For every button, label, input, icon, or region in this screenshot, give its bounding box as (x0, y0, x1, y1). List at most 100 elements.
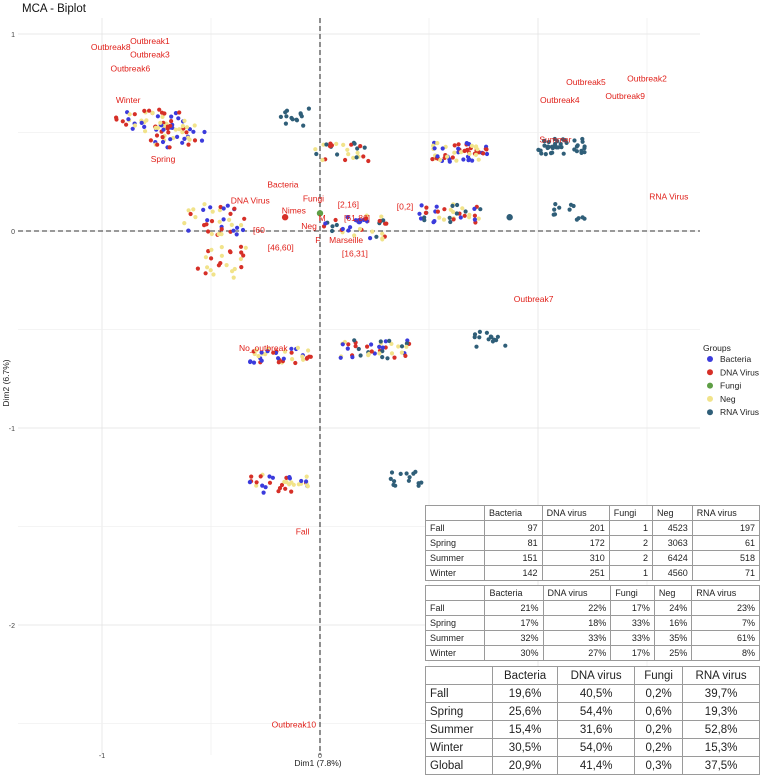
data-point (289, 489, 294, 494)
data-point (330, 228, 335, 234)
data-point (435, 209, 440, 214)
data-point (455, 202, 460, 208)
data-point (192, 123, 197, 128)
table-cell: 18% (542, 615, 612, 631)
data-point (260, 483, 265, 488)
data-point (441, 217, 447, 222)
data-point (144, 118, 149, 123)
data-point (440, 146, 445, 151)
data-point (271, 350, 276, 355)
data-point (124, 122, 129, 127)
table-cell: 0,6% (633, 702, 684, 721)
data-point (477, 335, 482, 340)
data-point (357, 226, 363, 232)
data-point (575, 143, 580, 148)
data-point (177, 127, 182, 132)
data-point (191, 207, 196, 212)
data-point (219, 227, 224, 232)
legend-title: Groups (703, 343, 731, 353)
data-point (188, 211, 193, 217)
data-point (418, 216, 424, 221)
legend-swatch (707, 395, 713, 402)
data-point (461, 157, 466, 162)
data-point (372, 351, 377, 356)
data-point (259, 358, 264, 363)
legend-swatch (707, 356, 713, 362)
data-point (374, 234, 379, 239)
data-point (230, 269, 235, 274)
data-point (430, 157, 435, 162)
data-point (241, 253, 246, 258)
table-header-row: Bacteria DNA virus Fungi Neg RNA virus (425, 505, 761, 521)
data-point (202, 129, 207, 135)
data-point (209, 231, 214, 237)
annotation-label: [16,31] (342, 249, 368, 259)
data-point (304, 474, 309, 479)
data-point (293, 360, 298, 366)
annotation-label: Nimes (282, 205, 306, 215)
data-point (224, 263, 229, 268)
data-point (209, 247, 214, 252)
data-point (210, 209, 215, 214)
data-point (143, 129, 148, 134)
table-cell: 2 (608, 535, 653, 551)
data-point (481, 151, 486, 156)
table-header-row: Bacteria DNA virus Fungi RNA virus (425, 666, 760, 685)
data-point (306, 106, 311, 111)
data-point (180, 123, 185, 129)
y-axis-label: Dim2 (6.7%) (1, 359, 11, 406)
data-point (478, 207, 483, 212)
table-cell: Bacteria (483, 505, 543, 521)
data-point (206, 249, 211, 254)
data-point (447, 159, 452, 164)
table-cell: RNA virus (691, 505, 761, 521)
table-row: Fall 97 201 1 4523 197 (425, 520, 761, 536)
data-point (184, 130, 189, 135)
table-cell: 19,6% (491, 684, 559, 703)
data-point (365, 344, 370, 349)
table-cell: 0,3% (633, 756, 684, 775)
data-point (219, 245, 224, 250)
data-point (445, 154, 450, 159)
data-point (558, 141, 563, 147)
table-cell: Bacteria (491, 666, 559, 685)
data-point (199, 138, 205, 143)
data-point (284, 108, 290, 113)
table-cell: Summer (425, 720, 493, 739)
legend-entry: Fungi (720, 381, 741, 391)
data-point (454, 211, 459, 216)
data-point (228, 211, 233, 216)
table-cell: 81 (483, 535, 543, 551)
data-point (399, 344, 405, 349)
data-point (567, 207, 572, 212)
table-cell: Global (425, 756, 493, 775)
data-point (542, 139, 547, 144)
data-point (572, 147, 577, 152)
annotation-label: Bacteria (267, 180, 298, 190)
table-cell: Bacteria (484, 585, 544, 601)
y-tick-label: -1 (9, 426, 15, 433)
data-point (254, 483, 259, 488)
data-point (254, 480, 259, 485)
data-point (142, 108, 147, 113)
data-point (462, 148, 467, 153)
table-row: Summer 151 310 2 6424 518 (425, 550, 761, 566)
data-point (282, 479, 287, 484)
table-cell: 0,2% (633, 684, 684, 703)
annotation-label: Outbreak7 (514, 294, 554, 304)
data-point (290, 357, 295, 362)
data-point (239, 250, 244, 255)
table-cell: 197 (691, 520, 761, 536)
data-point (345, 215, 350, 220)
data-point (350, 355, 355, 360)
data-point (300, 354, 305, 359)
table-cell: 25% (653, 645, 693, 661)
data-point (219, 253, 224, 258)
data-point (160, 135, 165, 140)
data-point (389, 470, 395, 475)
table-cell: 16% (653, 615, 693, 631)
data-point (475, 147, 480, 152)
data-point (355, 146, 360, 151)
table-cell: Neg (651, 505, 693, 521)
data-point (267, 474, 272, 479)
